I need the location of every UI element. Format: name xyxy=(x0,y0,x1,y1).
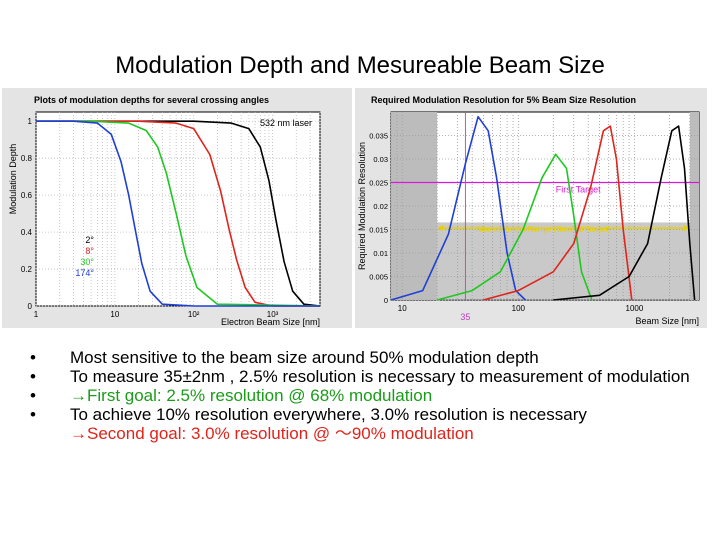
bullet-text: →First goal: 2.5% resolution @ 68% modul… xyxy=(70,386,433,405)
chart-modulation-depths: 0 0.2 0.4 0.6 0.8 1 1 10 10² 10³ Plots of modulati… xyxy=(2,88,352,328)
bullet-text: Most sensitive to the beam size around 5… xyxy=(70,348,539,367)
y-tick-label: 0 xyxy=(384,296,388,305)
y-tick-label: 1 xyxy=(28,117,33,126)
plot-area xyxy=(35,111,321,307)
shaded-region xyxy=(391,112,438,300)
measurement-band xyxy=(437,222,690,300)
range-arrow-head-left xyxy=(437,225,444,232)
y-tick-label: 0.2 xyxy=(21,265,33,274)
y-tick-label: 0.015 xyxy=(369,226,388,235)
y-tick-label: 0.01 xyxy=(373,249,388,258)
series-line xyxy=(483,125,633,301)
legend-entry: 8° xyxy=(85,246,94,256)
bullet-text: To achieve 10% resolution everywhere, 3.… xyxy=(70,405,587,424)
range-arrow-head-right xyxy=(683,225,690,232)
bullet-dot: • xyxy=(30,405,36,424)
x-tick-label: 1 xyxy=(34,310,39,319)
x-tick-label: 1000 xyxy=(626,304,644,313)
y-tick-label: 0.4 xyxy=(21,228,33,237)
series-line xyxy=(553,125,696,301)
bullet-item: • →First goal: 2.5% resolution @ 68% mod… xyxy=(30,386,710,405)
bullet-text-second-goal: →Second goal: 3.0% resolution @ ～90% mod… xyxy=(70,424,474,443)
slide-title: Modulation Depth and Mesureable Beam Siz… xyxy=(115,52,605,79)
x-axis-label: Electron Beam Size [nm] xyxy=(221,317,320,327)
chart-required-resolution: First Target Measurement Range (Second Ta… xyxy=(355,88,707,328)
bullet-item: • To achieve 10% resolution everywhere, … xyxy=(30,405,710,443)
y-axis-label: Modulation Depth xyxy=(8,144,18,215)
legend-entry: 2° xyxy=(85,235,94,245)
x-tick-label: 10² xyxy=(188,310,200,319)
x-tick-label: 10³ xyxy=(267,310,279,319)
bullet-list: • Most sensitive to the beam size around… xyxy=(30,348,710,443)
range-label: Measurement Range (Second Target) xyxy=(477,225,611,234)
bullet-dot: • xyxy=(30,386,36,405)
series-line xyxy=(36,120,320,307)
series-line xyxy=(36,120,321,307)
y-tick-label: 0.02 xyxy=(373,202,388,211)
bullet-item: • Most sensitive to the beam size around… xyxy=(30,348,710,367)
series-line xyxy=(390,115,526,301)
annotation-label: 532 nm laser xyxy=(260,118,312,128)
y-tick-label: 0 xyxy=(28,302,33,311)
series-line xyxy=(436,153,593,301)
x-tick-label: 10 xyxy=(110,310,119,319)
bullet-dot: • xyxy=(30,348,36,367)
x-tick-label: 100 xyxy=(512,304,526,313)
x-marker-label: 35 xyxy=(460,312,470,322)
y-axis-label: Required Modulation Resolution xyxy=(357,142,367,270)
chart-title: Plots of modulation depths for several c… xyxy=(34,95,269,105)
y-tick-label: 0.8 xyxy=(21,154,33,163)
y-tick-label: 0.025 xyxy=(369,179,388,188)
y-tick-label: 0.03 xyxy=(373,155,388,164)
x-tick-label: 10 xyxy=(398,304,407,313)
y-tick-label: 0.6 xyxy=(21,191,33,200)
legend-entry: 174° xyxy=(75,268,94,278)
chart-title: Required Modulation Resolution for 5% Be… xyxy=(371,95,636,105)
x-axis-label: Beam Size [nm] xyxy=(635,316,699,326)
series-line xyxy=(36,120,320,307)
y-tick-label: 0.005 xyxy=(369,273,388,282)
legend-entry: 30° xyxy=(80,257,94,267)
bullet-dot: • xyxy=(30,367,36,386)
y-tick-label: 0.035 xyxy=(369,132,388,141)
bullet-item: • To measure 35±2nm , 2.5% resolution is… xyxy=(30,367,710,386)
bullet-text: To measure 35±2nm , 2.5% resolution is n… xyxy=(70,367,690,386)
series-line xyxy=(36,120,321,307)
first-target-label: First Target xyxy=(556,185,601,195)
